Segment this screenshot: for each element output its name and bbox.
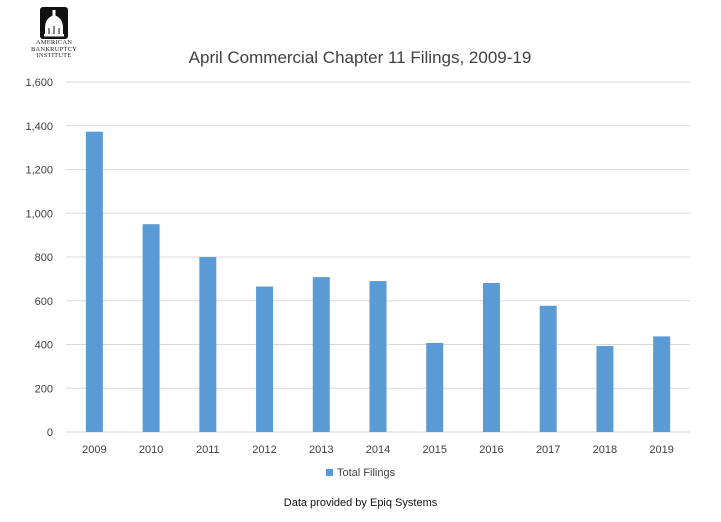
bar-2012 [256, 286, 274, 432]
chart-title: April Commercial Chapter 11 Filings, 200… [189, 48, 532, 67]
x-tick-label: 2014 [366, 444, 390, 456]
y-tick-label: 800 [35, 252, 53, 264]
x-tick-label: 2019 [649, 444, 673, 456]
bar-chart: April Commercial Chapter 11 Filings, 200… [25, 48, 690, 479]
x-tick-label: 2009 [82, 444, 106, 456]
legend-label: Total Filings [337, 467, 396, 479]
x-tick-label: 2016 [479, 444, 503, 456]
data-source-note: Data provided by Epiq Systems [283, 497, 438, 509]
bar-2019 [653, 336, 671, 432]
x-tick-label: 2013 [309, 444, 333, 456]
bar-2015 [426, 342, 444, 432]
logo-line-2: BANKRUPTCY [30, 45, 78, 53]
y-tick-label: 1,000 [25, 208, 53, 220]
bar-2013 [312, 277, 330, 432]
y-tick-label: 1,600 [25, 77, 53, 89]
bar-2011 [199, 257, 217, 432]
capitol-dome-icon [40, 7, 68, 39]
y-tick-label: 1,200 [25, 165, 53, 177]
x-axis-tick-labels: 2009 2010 2011 2012 2013 2014 2015 2016 2017 2018… [82, 444, 674, 456]
bar-2017 [539, 305, 557, 432]
y-tick-label: 400 [35, 340, 53, 352]
bar-2014 [369, 281, 387, 432]
bar-2018 [596, 346, 614, 432]
gridlines [66, 81, 690, 433]
bar-2010 [142, 224, 160, 432]
abi-logo: AMERICAN BANKRUPTCY INSTITUTE [24, 6, 84, 64]
bar-2009 [85, 131, 103, 432]
logo-line-1: AMERICAN [35, 39, 73, 46]
x-tick-label: 2011 [196, 444, 220, 456]
y-axis-tick-labels: 0 200 400 600 800 1,000 1,200 1,400 1,600 [25, 77, 53, 439]
x-tick-label: 2017 [536, 444, 560, 456]
y-tick-label: 200 [35, 383, 53, 395]
bar-2016 [482, 283, 500, 432]
logo-line-3: INSTITUTE [36, 52, 72, 59]
x-tick-label: 2015 [422, 444, 446, 456]
x-tick-label: 2018 [593, 444, 617, 456]
y-tick-label: 1,400 [25, 121, 53, 133]
bars [85, 131, 671, 432]
x-tick-label: 2010 [139, 444, 163, 456]
y-tick-label: 600 [35, 296, 53, 308]
legend-swatch [326, 469, 333, 476]
x-tick-label: 2012 [252, 444, 276, 456]
legend: Total Filings [326, 467, 396, 479]
y-tick-label: 0 [47, 427, 53, 439]
